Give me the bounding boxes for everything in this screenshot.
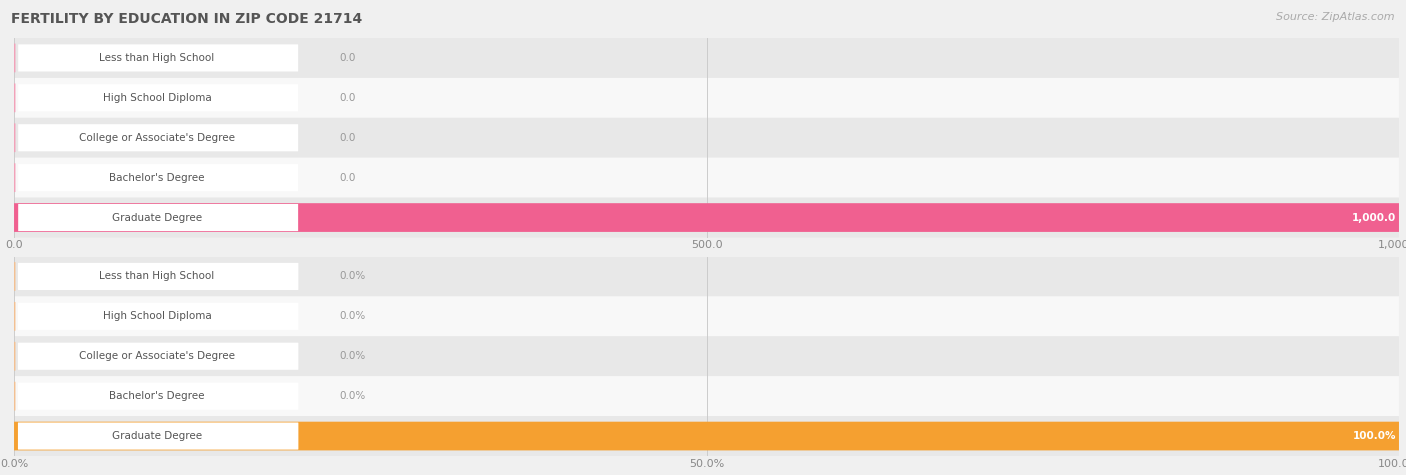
Text: 0.0%: 0.0% xyxy=(339,311,366,322)
Text: 0.0: 0.0 xyxy=(339,93,356,103)
Text: 0.0%: 0.0% xyxy=(339,391,366,401)
Text: 0.0: 0.0 xyxy=(339,53,356,63)
FancyBboxPatch shape xyxy=(18,263,298,290)
Text: 0.0%: 0.0% xyxy=(339,271,366,282)
FancyBboxPatch shape xyxy=(18,204,298,231)
Text: Bachelor's Degree: Bachelor's Degree xyxy=(110,391,205,401)
Text: 0.0: 0.0 xyxy=(339,172,356,183)
FancyBboxPatch shape xyxy=(18,342,298,370)
FancyBboxPatch shape xyxy=(14,422,1399,450)
FancyBboxPatch shape xyxy=(14,376,1399,416)
FancyBboxPatch shape xyxy=(18,422,298,450)
FancyBboxPatch shape xyxy=(14,256,1399,296)
Text: Graduate Degree: Graduate Degree xyxy=(112,431,202,441)
FancyBboxPatch shape xyxy=(18,84,298,112)
Text: High School Diploma: High School Diploma xyxy=(103,93,211,103)
FancyBboxPatch shape xyxy=(18,164,298,191)
Text: Less than High School: Less than High School xyxy=(100,53,215,63)
Text: 100.0%: 100.0% xyxy=(1353,431,1396,441)
Text: College or Associate's Degree: College or Associate's Degree xyxy=(79,351,235,361)
Text: FERTILITY BY EDUCATION IN ZIP CODE 21714: FERTILITY BY EDUCATION IN ZIP CODE 21714 xyxy=(11,12,363,26)
FancyBboxPatch shape xyxy=(14,78,1399,118)
Text: College or Associate's Degree: College or Associate's Degree xyxy=(79,133,235,143)
FancyBboxPatch shape xyxy=(14,118,1399,158)
Text: 1,000.0: 1,000.0 xyxy=(1353,212,1396,223)
Text: High School Diploma: High School Diploma xyxy=(103,311,211,322)
FancyBboxPatch shape xyxy=(14,158,1399,198)
Text: 0.0: 0.0 xyxy=(339,133,356,143)
Text: Source: ZipAtlas.com: Source: ZipAtlas.com xyxy=(1277,12,1395,22)
Text: Graduate Degree: Graduate Degree xyxy=(112,212,202,223)
FancyBboxPatch shape xyxy=(14,296,1399,336)
FancyBboxPatch shape xyxy=(14,38,1399,78)
FancyBboxPatch shape xyxy=(14,336,1399,376)
Text: Less than High School: Less than High School xyxy=(100,271,215,282)
FancyBboxPatch shape xyxy=(18,382,298,410)
Text: Bachelor's Degree: Bachelor's Degree xyxy=(110,172,205,183)
FancyBboxPatch shape xyxy=(14,416,1399,456)
FancyBboxPatch shape xyxy=(14,203,1399,232)
FancyBboxPatch shape xyxy=(14,198,1399,238)
Text: 0.0%: 0.0% xyxy=(339,351,366,361)
FancyBboxPatch shape xyxy=(18,44,298,72)
FancyBboxPatch shape xyxy=(18,124,298,152)
FancyBboxPatch shape xyxy=(18,303,298,330)
